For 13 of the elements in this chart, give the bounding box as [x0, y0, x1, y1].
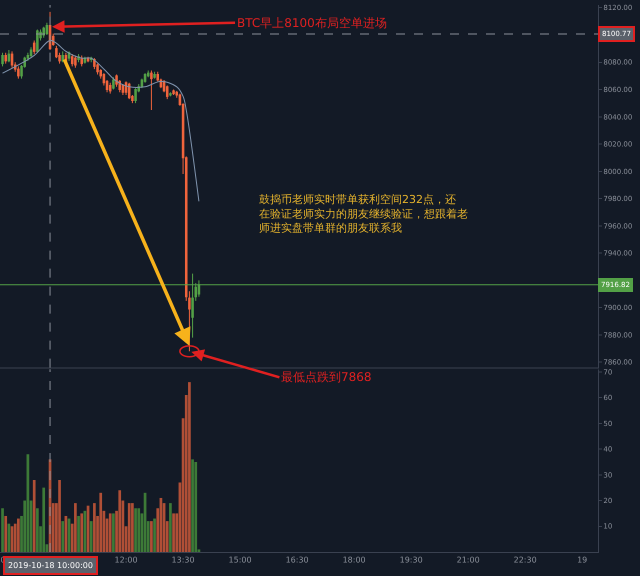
annotation: 鼓捣币老师实时带单获利空间232点，还在验证老师实力的朋友继续验证，想跟着老师进实盘带单群的朋友联系我 [259, 193, 468, 235]
x-tick-label: 12:00 [114, 556, 138, 565]
x-tick-label: 16:30 [286, 556, 309, 565]
x-tick-label: 15:00 [228, 556, 252, 565]
x-tick-label: 22:30 [514, 556, 537, 565]
x-tick-label: 19:30 [400, 556, 423, 565]
x-tick-label: 19 [577, 556, 588, 565]
x-tick-label: 18:00 [342, 556, 366, 565]
x-tick-label: 13:30 [172, 556, 195, 565]
annotation: 最低点跌到7868 [281, 370, 372, 384]
x-tick-label: 21:00 [456, 556, 480, 565]
annotation: BTC早上8100布局空单进场 [237, 16, 387, 30]
ref-line-label: 2019-10-18 10:00:00 [8, 561, 93, 570]
